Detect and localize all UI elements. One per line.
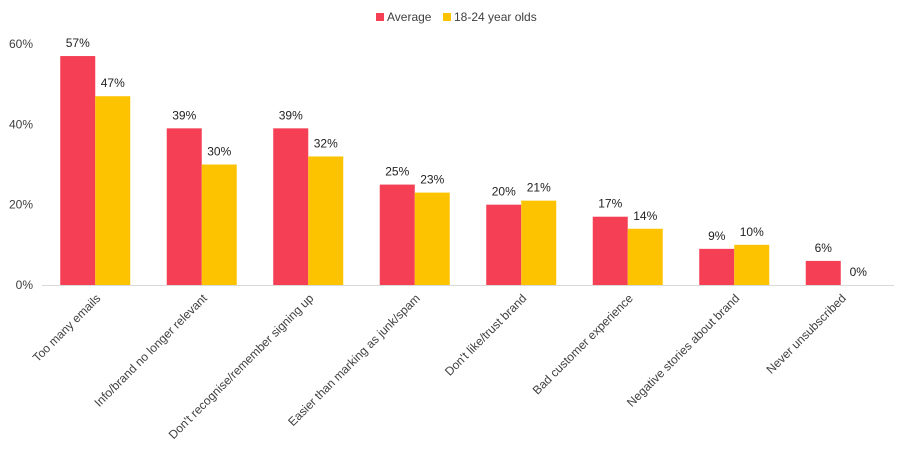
- bar-average: [592, 216, 628, 285]
- data-label: 32%: [314, 136, 338, 150]
- bar-18-24: [734, 244, 770, 285]
- data-label: 25%: [385, 165, 409, 179]
- bar-18-24: [414, 192, 450, 285]
- data-label: 0%: [850, 265, 868, 279]
- bar-18-24: [521, 200, 557, 285]
- data-label: 39%: [172, 108, 196, 122]
- y-axis: 0% 20% 40% 60%: [9, 37, 33, 292]
- x-tick-label: Info/brand no longer relevant: [91, 291, 210, 410]
- data-label: 57%: [66, 36, 90, 50]
- bar-average: [699, 248, 735, 285]
- data-label: 17%: [598, 197, 622, 211]
- x-tick-label: Easier than marking as junk/spam: [285, 291, 423, 429]
- x-tick-label: Negative stories about brand: [624, 291, 742, 409]
- y-tick-label: 60%: [9, 37, 33, 51]
- bar-average: [805, 260, 841, 285]
- bar-average: [60, 56, 96, 285]
- data-label: 47%: [101, 76, 125, 90]
- bar-average: [166, 128, 202, 285]
- bar-18-24: [201, 164, 237, 285]
- x-tick-label: Too many emails: [30, 291, 104, 365]
- legend-label-average: Average: [387, 10, 432, 24]
- bars: [60, 56, 841, 285]
- x-tick-label: Never unsubscribed: [763, 291, 848, 376]
- data-label: 21%: [527, 181, 551, 195]
- y-tick-label: 20%: [9, 198, 33, 212]
- legend: Average 18-24 year olds: [376, 10, 537, 24]
- data-label: 6%: [815, 241, 833, 255]
- bar-18-24: [627, 228, 663, 285]
- y-tick-label: 0%: [16, 278, 34, 292]
- data-label: 20%: [492, 185, 516, 199]
- x-tick-label: Bad customer experience: [530, 291, 636, 397]
- data-label: 14%: [633, 209, 657, 223]
- bar-average: [379, 184, 415, 285]
- legend-label-18-24: 18-24 year olds: [454, 10, 537, 24]
- data-label: 10%: [740, 225, 764, 239]
- data-label: 23%: [420, 173, 444, 187]
- data-label: 39%: [279, 108, 303, 122]
- bar-18-24: [308, 156, 344, 285]
- legend-swatch-18-24: [443, 13, 451, 21]
- y-tick-label: 40%: [9, 117, 33, 131]
- bar-average: [486, 204, 522, 285]
- data-label: 30%: [207, 145, 231, 159]
- data-labels: 57% 47% 39% 30% 39% 32% 25% 23% 20% 21% 17% 14% 9% 10…: [66, 36, 868, 279]
- bar-18-24: [95, 96, 131, 285]
- data-label: 9%: [708, 229, 726, 243]
- x-tick-label: Don't like/trust brand: [442, 291, 529, 378]
- bar-average: [273, 128, 309, 285]
- legend-swatch-average: [376, 13, 384, 21]
